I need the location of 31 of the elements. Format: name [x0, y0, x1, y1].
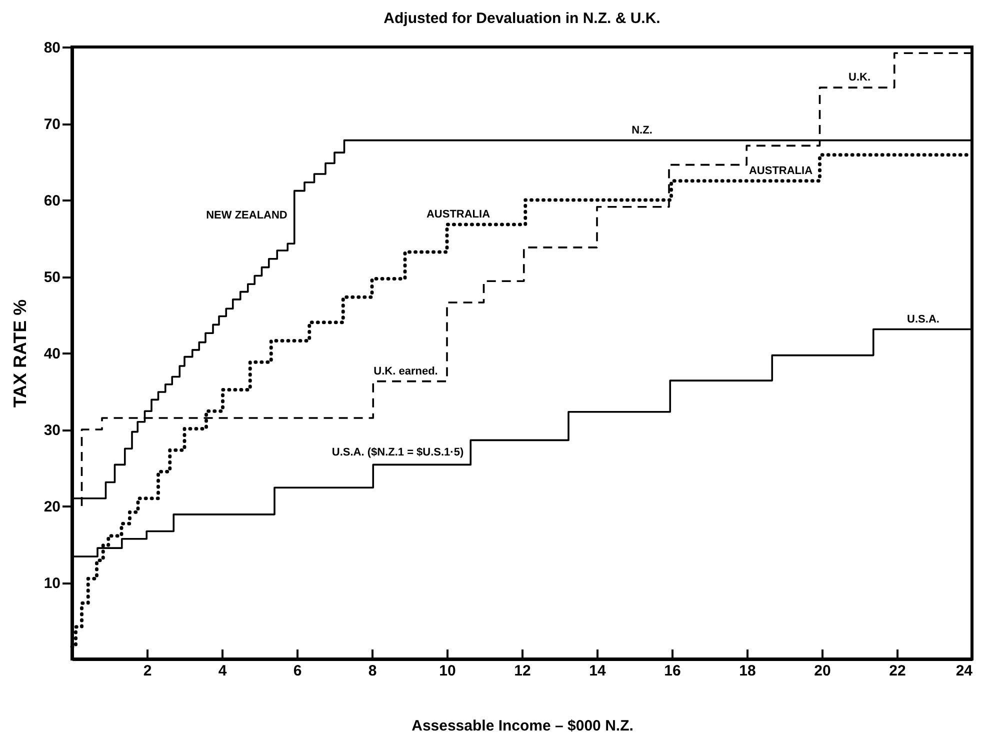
annotation: U.K.: [848, 72, 870, 84]
y-tick-label: 50: [44, 269, 60, 286]
x-tick-label: 4: [218, 662, 228, 680]
chart-title: Adjusted for Devaluation in N.Z. & U.K.: [384, 10, 660, 27]
y-axis-title: TAX RATE %: [10, 299, 30, 408]
x-tick-label: 12: [514, 662, 531, 680]
x-tick-label: 18: [739, 662, 756, 680]
x-tick-label: 8: [368, 662, 377, 680]
y-tick-label: 80: [44, 40, 60, 56]
annotation: U.S.A.: [907, 313, 940, 326]
annotation: AUSTRALIA: [748, 164, 813, 177]
annotation: N.Z.: [632, 124, 652, 136]
x-tick-label: 20: [814, 662, 831, 680]
x-axis-title: Assessable Income – $000 N.Z.: [412, 718, 634, 734]
y-tick-label: 70: [44, 116, 60, 133]
y-tick-label: 30: [44, 422, 60, 439]
annotation: U.S.A. ($N.Z.1 = $U.S.1·5): [332, 446, 464, 458]
x-tick-label: 14: [589, 662, 606, 680]
x-tick-label: 6: [293, 662, 302, 680]
annotation: U.K. earned.: [374, 365, 438, 378]
x-tick-label: 10: [439, 662, 456, 680]
x-tick-label: 24: [956, 662, 974, 680]
annotation: AUSTRALIA: [426, 208, 490, 220]
x-tick-label: 16: [664, 662, 681, 680]
y-tick-label: 20: [44, 498, 60, 516]
y-tick-label: 40: [44, 346, 60, 362]
x-tick-label: 2: [143, 662, 152, 680]
y-tick-label: 60: [44, 192, 60, 210]
y-tick-label: 10: [44, 575, 60, 592]
annotation: NEW ZEALAND: [206, 209, 288, 222]
x-tick-label: 22: [889, 662, 906, 680]
